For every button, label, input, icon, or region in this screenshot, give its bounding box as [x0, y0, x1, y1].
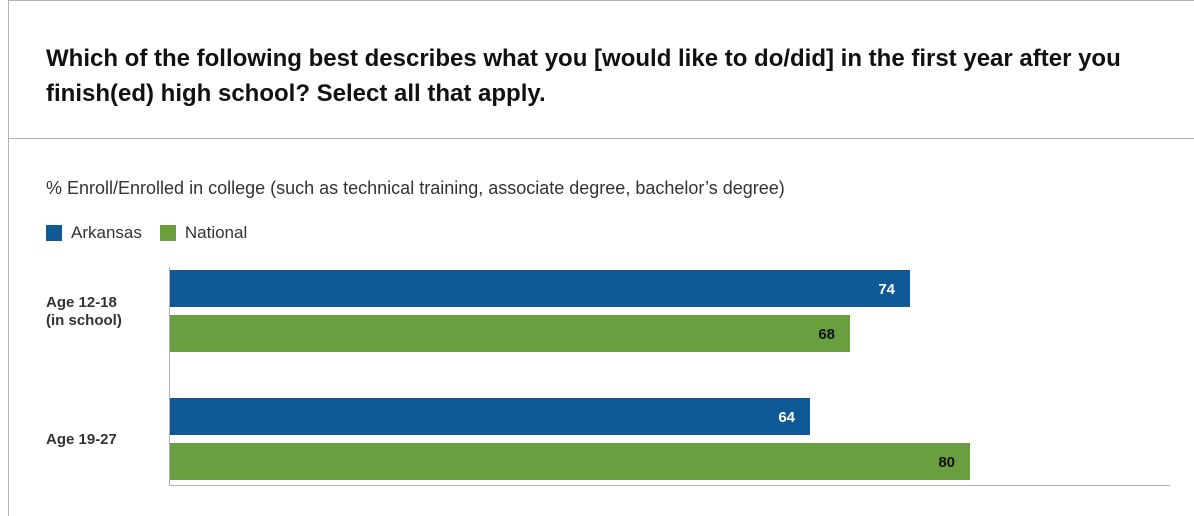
value-label-arkansas-1: 74 [878, 281, 895, 298]
value-label-arkansas-2: 64 [778, 409, 795, 426]
legend-swatch-national [159, 225, 176, 241]
category-label-line: Age 12-18 [46, 294, 117, 311]
question-header: Which of the following best describes wh… [9, 1, 1194, 139]
category-label-2: Age 19-27 [46, 431, 117, 448]
category-label-1: Age 12-18 (in school) [46, 294, 122, 329]
legend-label-arkansas: Arkansas [71, 223, 142, 242]
bar-arkansas-1 [170, 270, 910, 307]
category-label-line: (in school) [46, 312, 122, 329]
chart-frame: Which of the following best describes wh… [8, 0, 1194, 516]
legend-label-national: National [184, 223, 248, 242]
bar-national-2 [170, 443, 970, 480]
legend: Arkansas National [46, 223, 265, 243]
legend-item-arkansas: Arkansas [46, 223, 142, 243]
value-label-national-1: 68 [818, 326, 835, 343]
bar-arkansas-2 [170, 398, 810, 435]
value-label-national-2: 80 [938, 454, 955, 471]
category-label-line: Age 19-27 [46, 431, 117, 448]
chart-subtitle: % Enroll/Enrolled in college (such as te… [46, 178, 785, 198]
legend-swatch-arkansas [46, 225, 62, 241]
chart-title: Which of the following best describes wh… [46, 45, 1121, 107]
bar-national-1 [170, 315, 850, 352]
legend-item-national: National [159, 223, 248, 243]
